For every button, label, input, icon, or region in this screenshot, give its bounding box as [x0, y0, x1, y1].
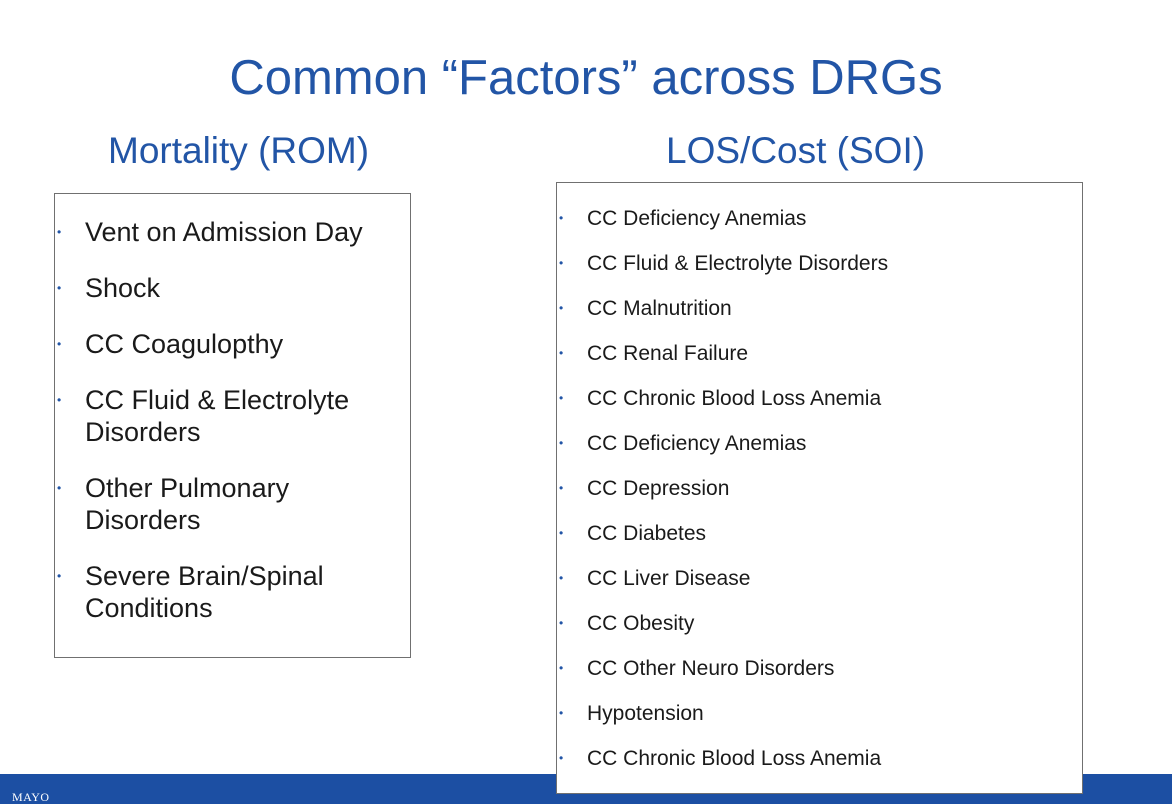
bullet-icon: • [57, 393, 62, 407]
mayo-logo: MAYO [12, 790, 50, 804]
list-item-label: CC Deficiency Anemias [587, 207, 807, 230]
mortality-heading: Mortality (ROM) [108, 130, 370, 171]
list-item: • Shock [55, 272, 395, 304]
bullet-icon: • [559, 526, 564, 540]
list-item: • CC Renal Failure [557, 340, 888, 385]
list-item: • CC Diabetes [557, 520, 888, 565]
list-item: • Hypotension [557, 700, 888, 745]
list-item-label: CC Diabetes [587, 522, 707, 545]
list-item: • CC Coagulopthy [55, 328, 395, 360]
bullet-icon: • [57, 225, 62, 239]
list-item-label: CC Coagulopthy [85, 329, 284, 359]
los-cost-factors-list: • CC Deficiency Anemias • CC Fluid & Elect… [557, 205, 888, 790]
list-item: • Other Pulmonary Disorders [55, 472, 395, 536]
list-item-label: CC Chronic Blood Loss Anemia [587, 747, 882, 770]
bullet-icon: • [559, 616, 564, 630]
list-item-label: CC Fluid & Electrolyte Disorders [85, 385, 350, 447]
list-item: • CC Other Neuro Disorders [557, 655, 888, 700]
bullet-icon: • [57, 337, 62, 351]
bullet-icon: • [559, 301, 564, 315]
list-item-label: CC Deficiency Anemias [587, 432, 807, 455]
list-item-label: CC Fluid & Electrolyte Disorders [587, 252, 889, 275]
bullet-icon: • [559, 751, 564, 765]
list-item-label: Hypotension [587, 702, 704, 725]
list-item-label: CC Other Neuro Disorders [587, 657, 835, 680]
slide-title: Common “Factors” across DRGs [229, 51, 943, 105]
list-item-label: Other Pulmonary Disorders [85, 473, 290, 535]
los-cost-heading: LOS/Cost (SOI) [666, 130, 926, 171]
list-item: • CC Deficiency Anemias [557, 430, 888, 475]
bullet-icon: • [57, 281, 62, 295]
bullet-icon: • [57, 481, 62, 495]
mortality-factors-box: • Vent on Admission Day • Shock • CC Coagul… [54, 193, 411, 658]
bullet-icon: • [559, 256, 564, 270]
list-item-label: CC Renal Failure [587, 342, 749, 365]
list-item-label: Vent on Admission Day [85, 217, 363, 247]
list-item: • CC Liver Disease [557, 565, 888, 610]
list-item-label: CC Obesity [587, 612, 695, 635]
bullet-icon: • [559, 436, 564, 450]
list-item-label: Shock [85, 273, 161, 303]
bullet-icon: • [559, 706, 564, 720]
list-item-label: CC Malnutrition [587, 297, 732, 320]
mortality-factors-list: • Vent on Admission Day • Shock • CC Coagul… [55, 216, 395, 648]
list-item: • Severe Brain/Spinal Conditions [55, 560, 395, 624]
list-item: • CC Depression [557, 475, 888, 520]
list-item: • CC Fluid & Electrolyte Disorders [55, 384, 395, 448]
list-item-label: CC Depression [587, 477, 730, 500]
list-item-label: CC Chronic Blood Loss Anemia [587, 387, 882, 410]
list-item: • CC Fluid & Electrolyte Disorders [557, 250, 888, 295]
bullet-icon: • [559, 571, 564, 585]
bullet-icon: • [559, 211, 564, 225]
list-item-label: CC Liver Disease [587, 567, 751, 590]
list-item-label: Severe Brain/Spinal Conditions [85, 561, 324, 623]
list-item: • Vent on Admission Day [55, 216, 395, 248]
los-cost-factors-box: • CC Deficiency Anemias • CC Fluid & Elect… [556, 182, 1083, 794]
list-item: • CC Chronic Blood Loss Anemia [557, 745, 888, 790]
bullet-icon: • [559, 661, 564, 675]
list-item: • CC Obesity [557, 610, 888, 655]
bullet-icon: • [559, 391, 564, 405]
bullet-icon: • [57, 569, 62, 583]
bullet-icon: • [559, 346, 564, 360]
list-item: • CC Deficiency Anemias [557, 205, 888, 250]
list-item: • CC Malnutrition [557, 295, 888, 340]
list-item: • CC Chronic Blood Loss Anemia [557, 385, 888, 430]
bullet-icon: • [559, 481, 564, 495]
